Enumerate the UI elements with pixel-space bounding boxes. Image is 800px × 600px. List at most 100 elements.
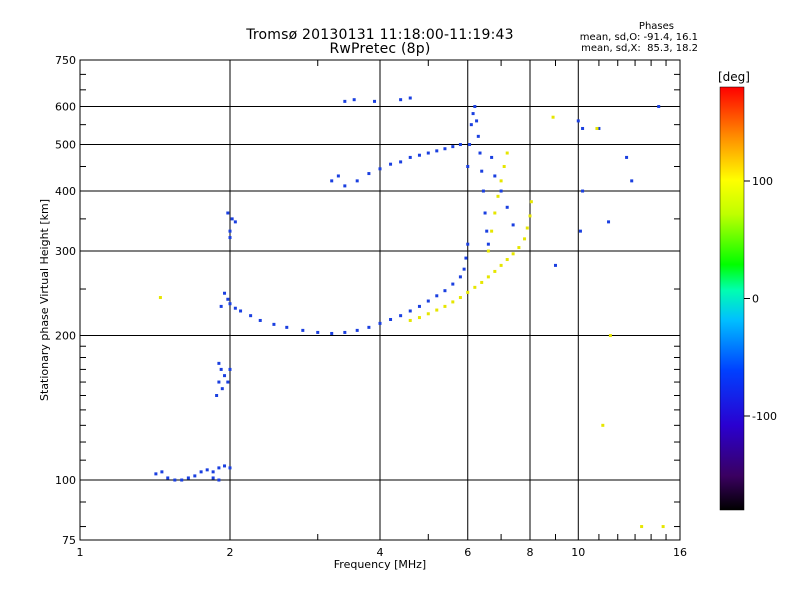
x-axis-label: Frequency [MHz] [334, 558, 426, 571]
o-mode-point [180, 478, 184, 482]
y-tick-label: 600 [55, 101, 76, 114]
o-mode-point [417, 304, 421, 308]
o-mode-point [607, 220, 611, 224]
y-tick-label: 400 [55, 185, 76, 198]
o-mode-point [226, 297, 230, 301]
o-mode-point [228, 236, 232, 240]
o-mode-point [399, 160, 403, 164]
x-tick-label: 8 [527, 546, 534, 559]
o-mode-point [228, 466, 232, 470]
o-mode-point [426, 299, 430, 303]
x-mode-point [505, 258, 509, 262]
x-mode-point [511, 252, 515, 256]
y-tick-label: 100 [55, 474, 76, 487]
x-mode-point [458, 296, 462, 300]
x-mode-point [551, 115, 555, 119]
o-mode-point [486, 242, 490, 246]
o-mode-point [389, 162, 393, 166]
o-mode-point [468, 143, 472, 147]
x-mode-point [493, 211, 497, 215]
o-mode-point [480, 169, 484, 173]
o-mode-point [285, 325, 289, 329]
o-mode-point [355, 328, 359, 332]
o-mode-point [466, 242, 470, 246]
o-mode-point [576, 119, 580, 123]
o-mode-point [581, 189, 585, 193]
o-mode-point [476, 134, 480, 138]
o-mode-point [435, 149, 439, 153]
stats-heading: Phases [638, 21, 674, 32]
o-mode-point [160, 470, 164, 474]
x-mode-point [443, 304, 447, 308]
o-mode-point [173, 478, 177, 482]
o-mode-point [226, 380, 230, 384]
x-mode-point [640, 525, 644, 529]
grid-lines [80, 60, 680, 540]
o-mode-point [166, 476, 170, 480]
o-mode-point [249, 314, 253, 318]
o-mode-point [215, 394, 219, 398]
x-mode-point [525, 226, 529, 230]
o-mode-point [211, 476, 215, 480]
x-mode-point [417, 316, 421, 320]
o-mode-point [399, 98, 403, 102]
axis-ticks: 1 2 4 6 8 10 16 75 100 200 300 400 500 600 750 [55, 54, 687, 559]
o-mode-point [355, 179, 359, 183]
o-mode-point [417, 153, 421, 157]
o-mode-point [330, 179, 334, 183]
o-mode-point [408, 96, 412, 100]
x-mode-point [529, 200, 533, 204]
o-mode-point [581, 126, 585, 130]
o-mode-point [330, 331, 334, 335]
data-points [154, 96, 665, 529]
o-mode-point [451, 282, 455, 286]
chart-title: Tromsø 20130131 11:18:00-11:19:43 [246, 27, 514, 43]
y-tick-label: 200 [55, 330, 76, 343]
o-mode-point [399, 314, 403, 318]
x-mode-point [608, 334, 612, 338]
o-mode-point [223, 464, 227, 468]
o-mode-point [426, 151, 430, 155]
o-mode-point [199, 470, 203, 474]
o-mode-point [233, 306, 237, 310]
o-mode-point [469, 123, 473, 127]
y-tick-label: 750 [55, 54, 76, 67]
o-mode-point [223, 374, 227, 378]
x-mode-point [490, 229, 494, 233]
o-mode-point [226, 211, 230, 215]
y-axis-label: Stationary phase Virtual Height [km] [38, 199, 51, 401]
o-mode-point [223, 291, 227, 295]
x-tick-label: 4 [377, 546, 384, 559]
o-mode-point [485, 229, 489, 233]
o-mode-point [451, 145, 455, 149]
stats-o-mode: mean, sd,O: -91.4, 16.1 [579, 32, 698, 43]
x-mode-point [158, 296, 162, 300]
o-mode-point [493, 174, 497, 178]
chart-subtitle: RwPretec (8p) [329, 41, 431, 57]
o-mode-point [511, 223, 515, 227]
y-tick-label: 75 [62, 534, 76, 547]
x-mode-point [435, 308, 439, 312]
o-mode-point [625, 155, 629, 159]
o-mode-point [458, 143, 462, 147]
x-tick-label: 10 [571, 546, 585, 559]
o-mode-point [272, 322, 276, 326]
o-mode-point [193, 474, 197, 478]
x-mode-point [496, 194, 500, 198]
x-mode-point [499, 179, 503, 183]
y-tick-label: 300 [55, 245, 76, 258]
o-mode-point [228, 302, 232, 306]
o-mode-point [217, 361, 221, 365]
colorbar [719, 86, 745, 511]
o-mode-point [389, 317, 393, 321]
o-mode-point [233, 220, 237, 224]
x-mode-point [523, 237, 527, 241]
o-mode-point [473, 105, 477, 109]
o-mode-point [443, 147, 447, 151]
y-tick-label: 500 [55, 139, 76, 152]
o-mode-point [378, 167, 382, 171]
x-mode-point [595, 126, 599, 130]
o-mode-point [553, 263, 557, 267]
o-mode-point [186, 476, 190, 480]
o-mode-point [228, 229, 232, 233]
